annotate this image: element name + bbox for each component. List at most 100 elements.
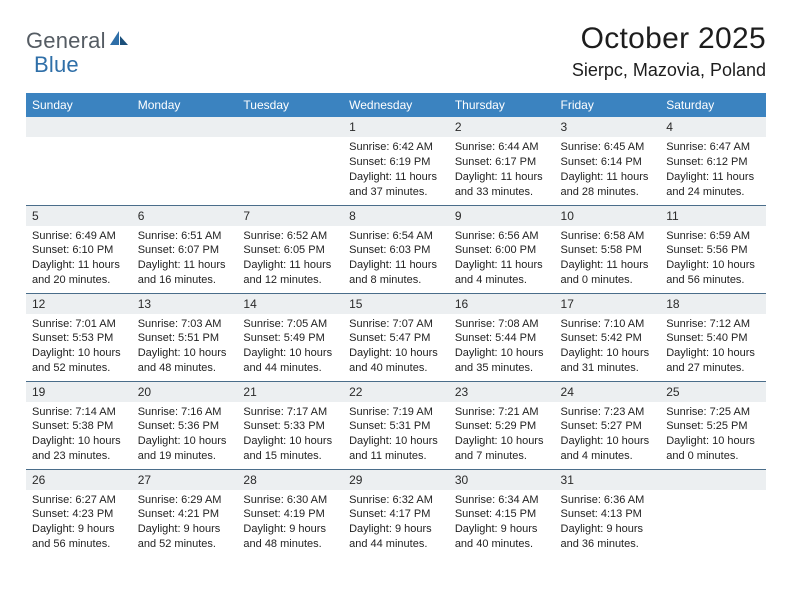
day-number: 9: [449, 206, 555, 226]
day-header: Friday: [555, 93, 661, 117]
week-row: 19Sunrise: 7:14 AMSunset: 5:38 PMDayligh…: [26, 381, 766, 469]
day-body: Sunrise: 6:30 AMSunset: 4:19 PMDaylight:…: [237, 490, 343, 556]
day-number: 6: [132, 206, 238, 226]
day-number: 26: [26, 470, 132, 490]
title-block: October 2025 Sierpc, Mazovia, Poland: [572, 22, 766, 81]
day-number: 4: [660, 117, 766, 137]
day-header: Monday: [132, 93, 238, 117]
calendar-table: SundayMondayTuesdayWednesdayThursdayFrid…: [26, 93, 766, 557]
day-cell: 18Sunrise: 7:12 AMSunset: 5:40 PMDayligh…: [660, 293, 766, 381]
week-row: ...1Sunrise: 6:42 AMSunset: 6:19 PMDayli…: [26, 117, 766, 205]
day-cell: 29Sunrise: 6:32 AMSunset: 4:17 PMDayligh…: [343, 469, 449, 557]
day-number: 7: [237, 206, 343, 226]
day-number: 30: [449, 470, 555, 490]
day-body: Sunrise: 7:25 AMSunset: 5:25 PMDaylight:…: [660, 402, 766, 468]
day-cell: 23Sunrise: 7:21 AMSunset: 5:29 PMDayligh…: [449, 381, 555, 469]
day-number: 3: [555, 117, 661, 137]
day-body: Sunrise: 6:27 AMSunset: 4:23 PMDaylight:…: [26, 490, 132, 556]
day-body: Sunrise: 6:59 AMSunset: 5:56 PMDaylight:…: [660, 226, 766, 292]
day-body: Sunrise: 7:07 AMSunset: 5:47 PMDaylight:…: [343, 314, 449, 380]
day-body: Sunrise: 6:32 AMSunset: 4:17 PMDaylight:…: [343, 490, 449, 556]
day-cell: 4Sunrise: 6:47 AMSunset: 6:12 PMDaylight…: [660, 117, 766, 205]
day-number: 19: [26, 382, 132, 402]
day-cell: .: [26, 117, 132, 205]
day-header-row: SundayMondayTuesdayWednesdayThursdayFrid…: [26, 93, 766, 117]
day-body: Sunrise: 7:23 AMSunset: 5:27 PMDaylight:…: [555, 402, 661, 468]
day-cell: 25Sunrise: 7:25 AMSunset: 5:25 PMDayligh…: [660, 381, 766, 469]
day-cell: 24Sunrise: 7:23 AMSunset: 5:27 PMDayligh…: [555, 381, 661, 469]
logo-text-blue: Blue: [34, 52, 79, 77]
day-cell: .: [660, 469, 766, 557]
day-cell: 26Sunrise: 6:27 AMSunset: 4:23 PMDayligh…: [26, 469, 132, 557]
day-number: 1: [343, 117, 449, 137]
day-body: Sunrise: 6:45 AMSunset: 6:14 PMDaylight:…: [555, 137, 661, 203]
day-cell: 2Sunrise: 6:44 AMSunset: 6:17 PMDaylight…: [449, 117, 555, 205]
day-body: Sunrise: 6:29 AMSunset: 4:21 PMDaylight:…: [132, 490, 238, 556]
day-number: 25: [660, 382, 766, 402]
day-body: Sunrise: 6:34 AMSunset: 4:15 PMDaylight:…: [449, 490, 555, 556]
day-cell: 28Sunrise: 6:30 AMSunset: 4:19 PMDayligh…: [237, 469, 343, 557]
day-number: 29: [343, 470, 449, 490]
day-number: 22: [343, 382, 449, 402]
logo: General: [26, 28, 130, 54]
day-body: Sunrise: 6:49 AMSunset: 6:10 PMDaylight:…: [26, 226, 132, 292]
day-body: Sunrise: 7:01 AMSunset: 5:53 PMDaylight:…: [26, 314, 132, 380]
day-cell: .: [237, 117, 343, 205]
day-body: Sunrise: 7:14 AMSunset: 5:38 PMDaylight:…: [26, 402, 132, 468]
day-cell: 1Sunrise: 6:42 AMSunset: 6:19 PMDaylight…: [343, 117, 449, 205]
day-number: 17: [555, 294, 661, 314]
logo-text-blue-wrap: Blue: [34, 52, 79, 78]
logo-text-general: General: [26, 28, 106, 54]
day-body: Sunrise: 6:58 AMSunset: 5:58 PMDaylight:…: [555, 226, 661, 292]
day-cell: 27Sunrise: 6:29 AMSunset: 4:21 PMDayligh…: [132, 469, 238, 557]
day-cell: 16Sunrise: 7:08 AMSunset: 5:44 PMDayligh…: [449, 293, 555, 381]
day-cell: 12Sunrise: 7:01 AMSunset: 5:53 PMDayligh…: [26, 293, 132, 381]
day-cell: 19Sunrise: 7:14 AMSunset: 5:38 PMDayligh…: [26, 381, 132, 469]
day-header: Wednesday: [343, 93, 449, 117]
day-number: 31: [555, 470, 661, 490]
day-number: 18: [660, 294, 766, 314]
day-number: 23: [449, 382, 555, 402]
day-body: Sunrise: 7:19 AMSunset: 5:31 PMDaylight:…: [343, 402, 449, 468]
day-body: Sunrise: 7:05 AMSunset: 5:49 PMDaylight:…: [237, 314, 343, 380]
logo-sail-icon: [108, 29, 130, 54]
week-row: 5Sunrise: 6:49 AMSunset: 6:10 PMDaylight…: [26, 205, 766, 293]
day-body: Sunrise: 7:16 AMSunset: 5:36 PMDaylight:…: [132, 402, 238, 468]
day-cell: 14Sunrise: 7:05 AMSunset: 5:49 PMDayligh…: [237, 293, 343, 381]
day-number: 20: [132, 382, 238, 402]
calendar-page: General October 2025 Sierpc, Mazovia, Po…: [0, 0, 792, 557]
day-body: Sunrise: 6:52 AMSunset: 6:05 PMDaylight:…: [237, 226, 343, 292]
day-number: 21: [237, 382, 343, 402]
week-row: 12Sunrise: 7:01 AMSunset: 5:53 PMDayligh…: [26, 293, 766, 381]
day-body: Sunrise: 6:51 AMSunset: 6:07 PMDaylight:…: [132, 226, 238, 292]
day-cell: 11Sunrise: 6:59 AMSunset: 5:56 PMDayligh…: [660, 205, 766, 293]
day-number: 24: [555, 382, 661, 402]
day-cell: 9Sunrise: 6:56 AMSunset: 6:00 PMDaylight…: [449, 205, 555, 293]
day-body: Sunrise: 7:21 AMSunset: 5:29 PMDaylight:…: [449, 402, 555, 468]
day-cell: 31Sunrise: 6:36 AMSunset: 4:13 PMDayligh…: [555, 469, 661, 557]
day-cell: 3Sunrise: 6:45 AMSunset: 6:14 PMDaylight…: [555, 117, 661, 205]
day-number: 28: [237, 470, 343, 490]
day-header: Thursday: [449, 93, 555, 117]
day-body: Sunrise: 6:44 AMSunset: 6:17 PMDaylight:…: [449, 137, 555, 203]
day-number: 13: [132, 294, 238, 314]
location: Sierpc, Mazovia, Poland: [572, 60, 766, 81]
week-row: 26Sunrise: 6:27 AMSunset: 4:23 PMDayligh…: [26, 469, 766, 557]
day-cell: 22Sunrise: 7:19 AMSunset: 5:31 PMDayligh…: [343, 381, 449, 469]
day-body: Sunrise: 6:54 AMSunset: 6:03 PMDaylight:…: [343, 226, 449, 292]
day-number: 16: [449, 294, 555, 314]
day-number: 11: [660, 206, 766, 226]
day-body: Sunrise: 6:47 AMSunset: 6:12 PMDaylight:…: [660, 137, 766, 203]
month-title: October 2025: [572, 22, 766, 56]
day-header: Sunday: [26, 93, 132, 117]
day-cell: 7Sunrise: 6:52 AMSunset: 6:05 PMDaylight…: [237, 205, 343, 293]
day-number: 15: [343, 294, 449, 314]
calendar-body: ...1Sunrise: 6:42 AMSunset: 6:19 PMDayli…: [26, 117, 766, 557]
day-body: Sunrise: 7:12 AMSunset: 5:40 PMDaylight:…: [660, 314, 766, 380]
day-cell: 21Sunrise: 7:17 AMSunset: 5:33 PMDayligh…: [237, 381, 343, 469]
day-cell: 20Sunrise: 7:16 AMSunset: 5:36 PMDayligh…: [132, 381, 238, 469]
day-cell: 15Sunrise: 7:07 AMSunset: 5:47 PMDayligh…: [343, 293, 449, 381]
day-number: 5: [26, 206, 132, 226]
header: General October 2025 Sierpc, Mazovia, Po…: [26, 22, 766, 81]
day-number: 10: [555, 206, 661, 226]
